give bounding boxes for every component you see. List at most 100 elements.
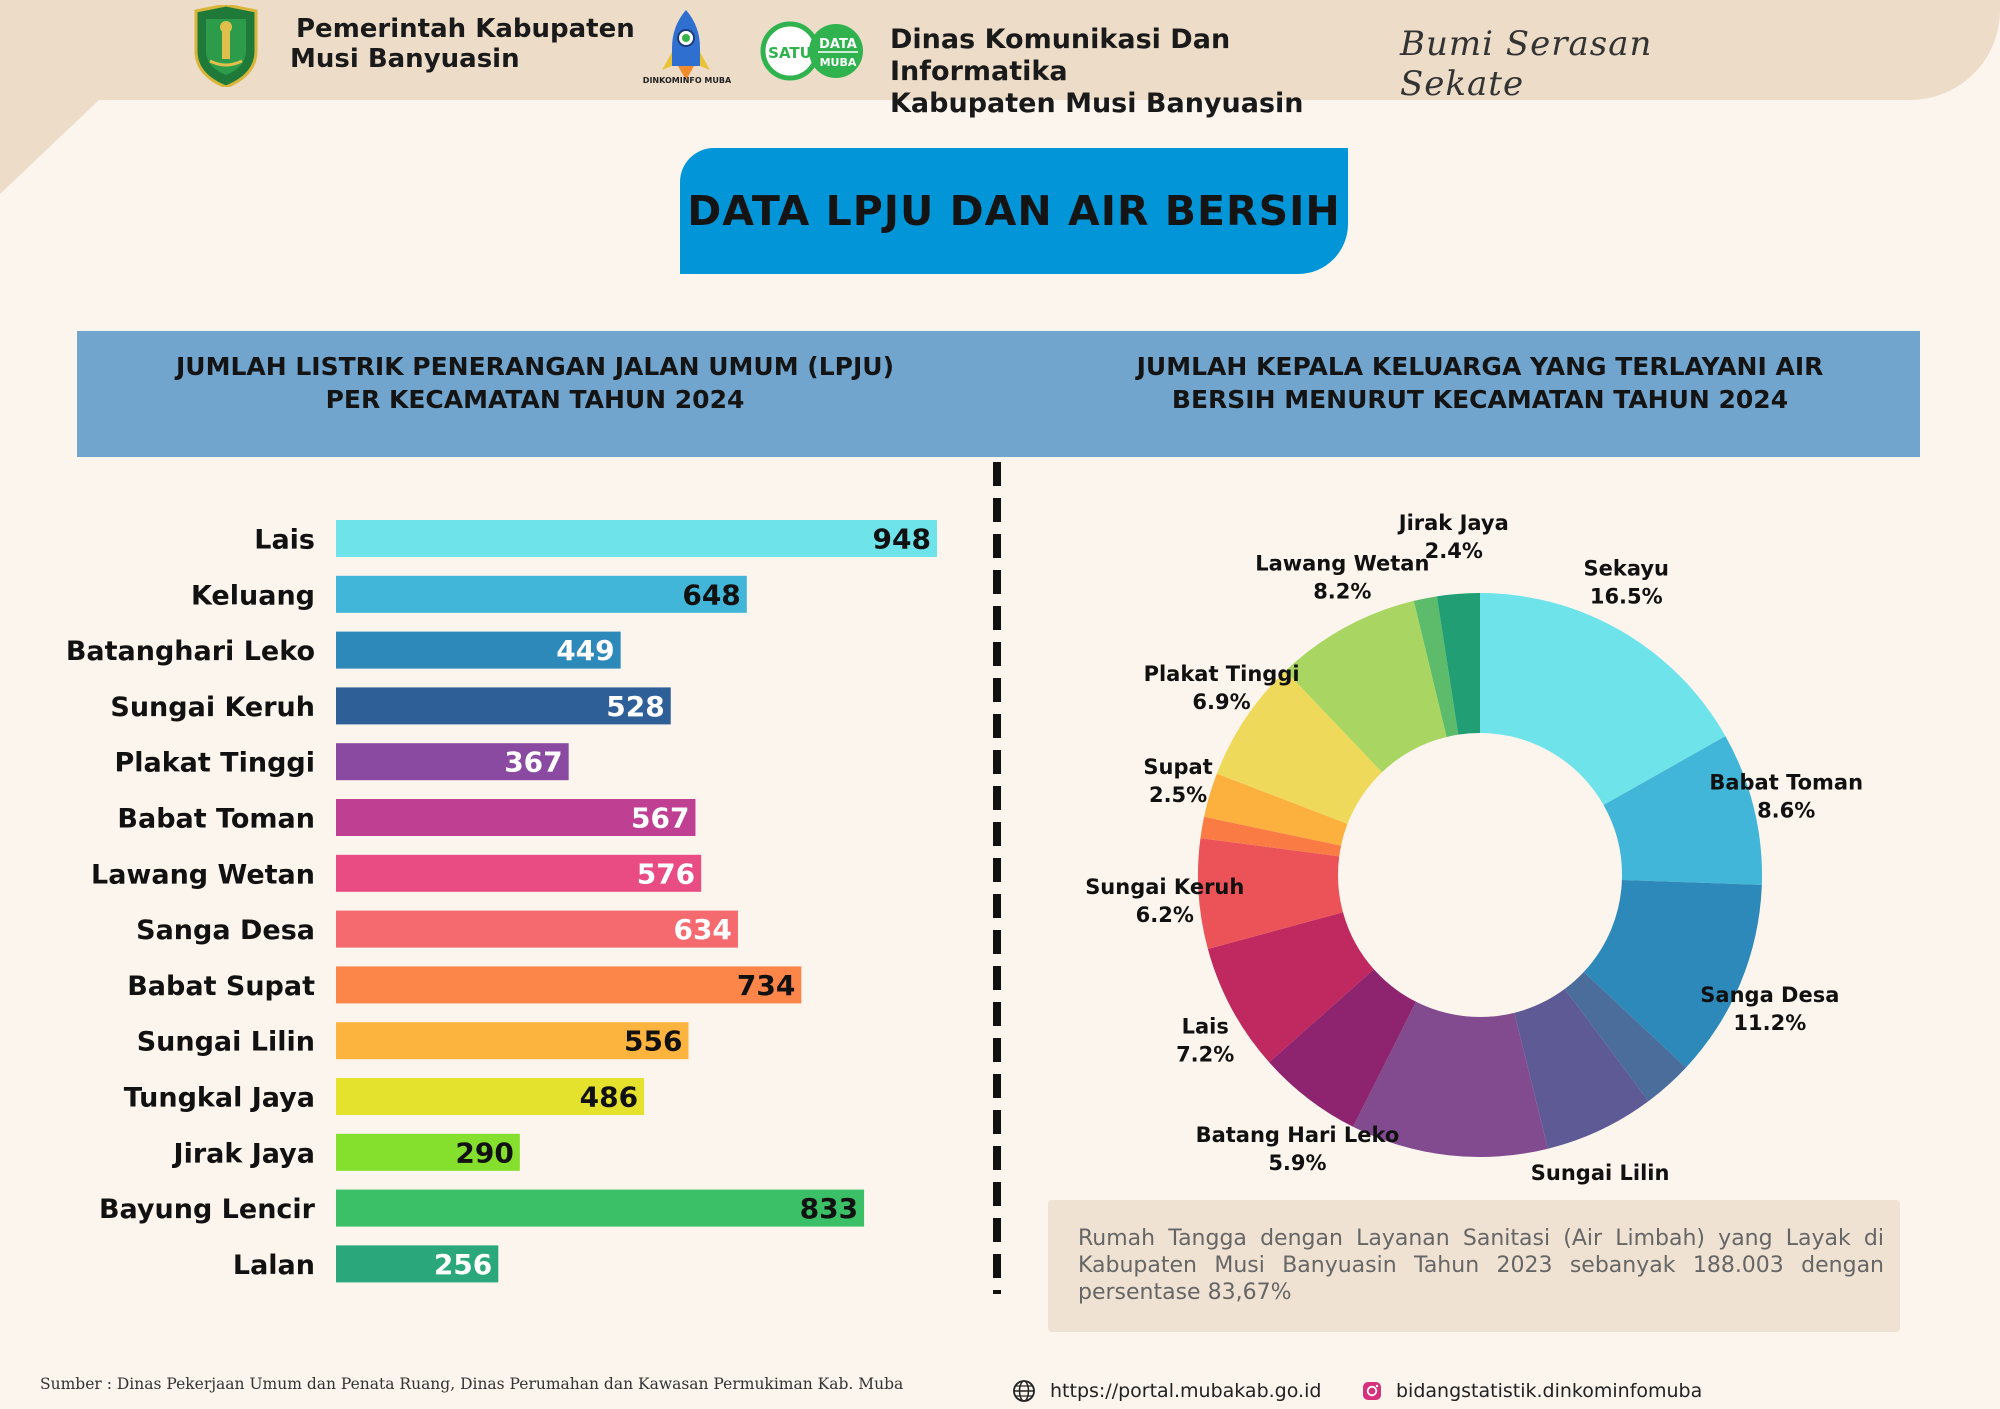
donut-slice-percent: 7.2% (1176, 1043, 1234, 1067)
bar (336, 1022, 689, 1060)
donut-slice (1285, 600, 1447, 773)
bar-category-label: Batanghari Leko (66, 636, 315, 667)
department-name: Dinas Komunikasi Dan Informatika Kabupat… (890, 24, 1400, 120)
bar-value-label: 576 (637, 857, 695, 890)
donut-slice-label: Sekayu (1584, 557, 1670, 581)
bar-value-label: 367 (504, 746, 562, 779)
bar-value-label: 634 (673, 913, 731, 946)
donut-chart-title: JUMLAH KEPALA KELUARGA YANG TERLAYANI AI… (1080, 350, 1880, 416)
donut-chart-title-line2: BERSIH MENURUT KECAMATAN TAHUN 2024 (1171, 385, 1789, 414)
section-header-band (77, 331, 1920, 457)
donut-slice (1603, 736, 1762, 885)
bar-value-label: 256 (434, 1248, 492, 1281)
header-band (0, 0, 2000, 100)
bar-value-label: 486 (580, 1081, 638, 1114)
bar-value-label: 648 (682, 578, 740, 611)
donut-slice (1514, 988, 1649, 1149)
regency-emblem-icon (194, 5, 258, 87)
donut-slice-percent: 6.2% (1571, 1189, 1629, 1190)
government-name-line1: Pemerintah Kabupaten (296, 14, 635, 44)
bar (336, 1189, 865, 1227)
donut-chart-title-line1: JUMLAH KEPALA KELUARGA YANG TERLAYANI AI… (1136, 352, 1824, 381)
donut-slice-label: Lais (1182, 1015, 1229, 1039)
donut-slice (1207, 912, 1374, 1063)
department-name-line1: Dinas Komunikasi Dan Informatika (890, 24, 1231, 87)
donut-slice (1353, 1001, 1548, 1157)
donut-slice (1564, 971, 1686, 1102)
rocket-caption: DINKOMINFO MUBA (642, 76, 732, 85)
department-name-line2: Kabupaten Musi Banyuasin (890, 88, 1304, 119)
bar-value-label: 948 (873, 523, 931, 556)
source-note: Sumber : Dinas Pekerjaan Umum dan Penata… (40, 1375, 904, 1393)
bar-value-label: 449 (556, 634, 614, 667)
donut-slice (1413, 596, 1459, 737)
header-corner-decoration (0, 99, 100, 194)
bar-value-label: 528 (606, 690, 664, 723)
donut-slice-label: Jirak Jaya (1397, 511, 1509, 535)
sanitation-note-box (1048, 1200, 1900, 1332)
bar-category-label: Sanga Desa (136, 915, 315, 946)
bar-category-label: Sungai Lilin (137, 1027, 315, 1058)
website-link[interactable]: https://portal.mubakab.go.id (1050, 1380, 1322, 1402)
bar (336, 1078, 645, 1115)
donut-slice (1198, 838, 1343, 950)
motto: Bumi Serasan Sekate (1400, 24, 1653, 104)
bar (336, 854, 702, 892)
donut-slice-label: Plakat Tinggi (1144, 662, 1300, 686)
bar-category-label: Keluang (191, 580, 315, 611)
data-label: DATA (819, 37, 857, 52)
page-title: DATA LPJU DAN AIR BERSIH (687, 187, 1341, 235)
donut-slice (1269, 969, 1417, 1127)
government-name-line2: Musi Banyuasin (290, 44, 520, 74)
bar-category-label: Lalan (233, 1250, 315, 1281)
bar-chart-title-line2: PER KECAMATAN TAHUN 2024 (325, 385, 745, 414)
muba-label: MUBA (820, 56, 857, 69)
government-name: Pemerintah Kabupaten Musi Banyuasin (290, 14, 650, 74)
bar (336, 575, 747, 613)
sanitation-note: Rumah Tangga dengan Layanan Sanitasi (Ai… (1078, 1226, 1884, 1305)
donut-slice (1216, 670, 1383, 824)
donut-slice (1204, 773, 1348, 846)
instagram-icon (1363, 1382, 1381, 1400)
donut-slice-percent: 2.5% (1149, 783, 1207, 807)
bar (336, 743, 569, 781)
dashed-divider (993, 462, 1001, 1294)
satu-data-logo-icon: SATU DATA MUBA (760, 21, 863, 81)
bar-category-label: Lais (254, 525, 315, 556)
bar-value-label: 556 (624, 1025, 682, 1058)
lpju-bar-chart: Lais 948 Keluang 648 Batanghari Leko 449 Sunga… (66, 520, 937, 1283)
bar-category-label: Sungai Keruh (110, 692, 315, 723)
donut-slice-percent: 6.2% (1136, 903, 1194, 927)
bar (336, 966, 802, 1004)
donut-slice-label: Sungai Keruh (1085, 875, 1244, 899)
donut-slice-label: Batang Hari Leko (1196, 1123, 1400, 1147)
donut-slice-percent: 5.9% (1268, 1151, 1326, 1175)
bar-category-label: Babat Supat (127, 971, 315, 1002)
bar (336, 799, 696, 836)
donut-slice-percent: 2.4% (1425, 539, 1483, 563)
bar-category-label: Tungkal Jaya (124, 1083, 315, 1114)
page-title-box: DATA LPJU DAN AIR BERSIH (680, 148, 1348, 274)
bar-category-label: Lawang Wetan (91, 859, 315, 890)
bar-chart-title-line1: JUMLAH LISTRIK PENERANGAN JALAN UMUM (LP… (175, 352, 895, 381)
bar-value-label: 290 (455, 1136, 513, 1169)
bar (336, 910, 738, 948)
bar-value-label: 833 (800, 1192, 858, 1225)
air-bersih-donut-chart: Sekayu 16.5% Babat Toman 8.6% Sanga Desa 11.2… (1085, 511, 1863, 1190)
bar-chart-title: JUMLAH LISTRIK PENERANGAN JALAN UMUM (LP… (120, 350, 950, 416)
footer-website[interactable]: https://portal.mubakab.go.id (1012, 1379, 1321, 1403)
satu-label: SATU (768, 44, 812, 62)
bar (336, 687, 671, 725)
donut-slice-percent: 16.5% (1590, 585, 1663, 609)
donut-slice-label: Lawang Wetan (1255, 552, 1429, 576)
bar (336, 520, 937, 557)
donut-slice-label: Babat Toman (1709, 771, 1863, 795)
bar (336, 631, 621, 669)
globe-icon (1013, 1380, 1035, 1402)
donut-slice (1436, 593, 1480, 735)
bar (336, 1133, 520, 1171)
instagram-handle[interactable]: bidangstatistik.dinkominfomuba (1396, 1380, 1703, 1402)
bar-category-label: Babat Toman (117, 804, 315, 835)
bar-value-label: 734 (737, 969, 795, 1002)
footer-instagram[interactable]: bidangstatistik.dinkominfomuba (1362, 1379, 1702, 1403)
